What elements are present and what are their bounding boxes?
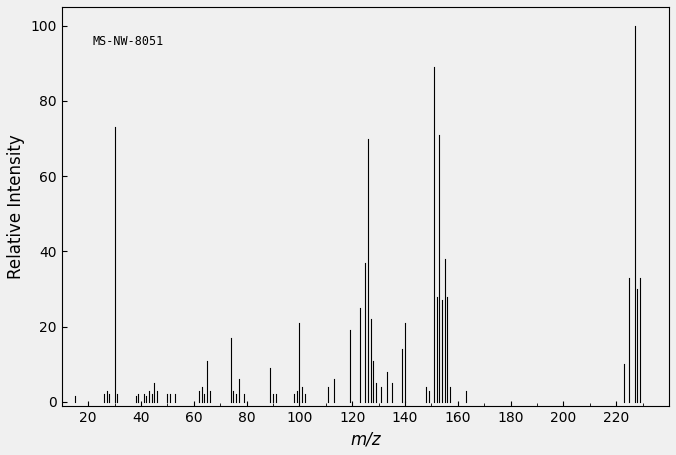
Y-axis label: Relative Intensity: Relative Intensity <box>7 134 25 278</box>
Text: MS-NW-8051: MS-NW-8051 <box>92 35 164 48</box>
X-axis label: m/z: m/z <box>350 430 381 448</box>
